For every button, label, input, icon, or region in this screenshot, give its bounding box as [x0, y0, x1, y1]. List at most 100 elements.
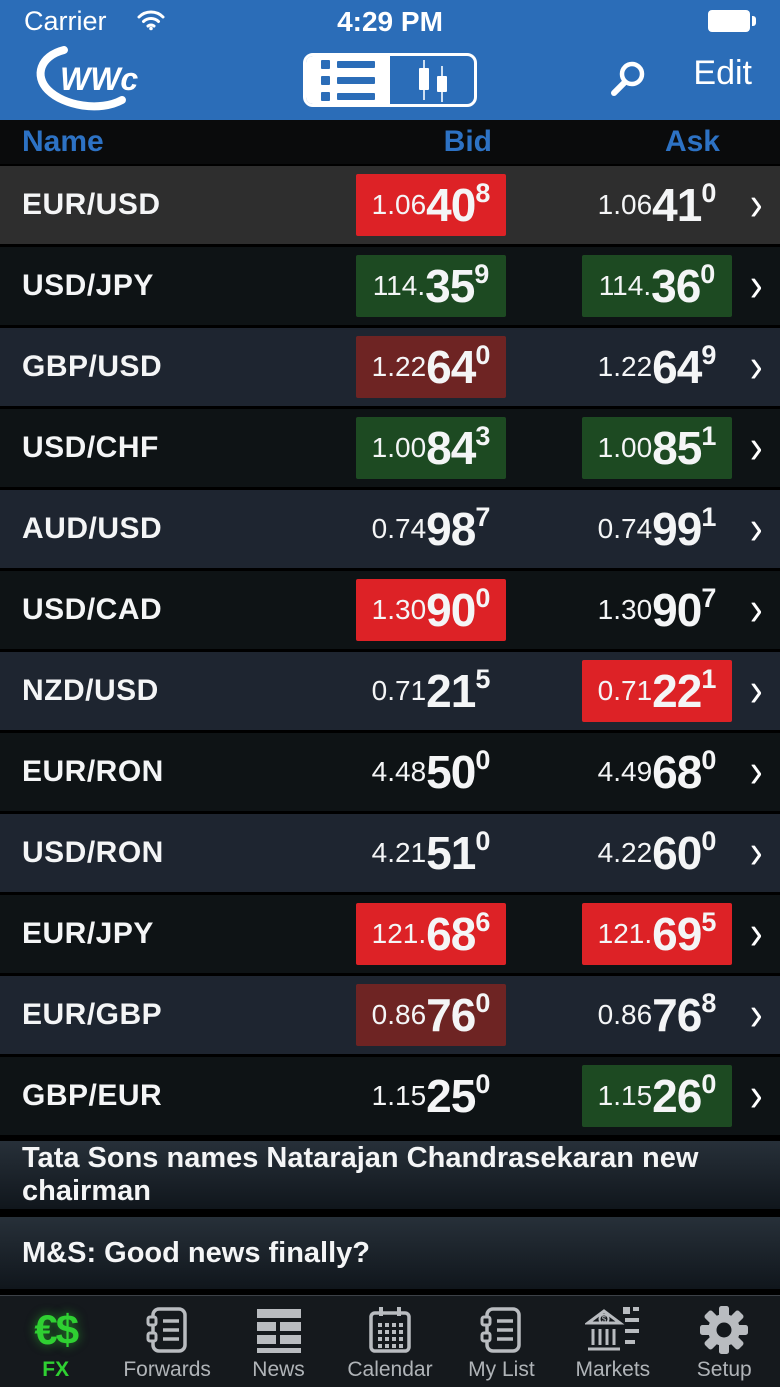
app-logo: WWc [26, 42, 152, 125]
ask-price[interactable]: 1.30 90 7 [597, 582, 717, 637]
pair-name: USD/RON [22, 836, 164, 869]
chevron-right-icon[interactable]: › [749, 583, 763, 636]
bid-price[interactable]: 121. 68 6 [356, 903, 506, 965]
ask-price[interactable]: 114. 36 0 [582, 255, 732, 317]
rate-row-aud-usd[interactable]: AUD/USD 0.74 98 7 0.74 99 1 › [0, 490, 780, 571]
bid-price[interactable]: 4.48 50 0 [371, 744, 491, 799]
chevron-right-icon[interactable]: › [749, 664, 763, 717]
ask-price[interactable]: 1.06 41 0 [597, 177, 717, 232]
rate-row-eur-jpy[interactable]: EUR/JPY 121. 68 6 121. 69 5 › [0, 895, 780, 976]
rate-row-nzd-usd[interactable]: NZD/USD 0.71 21 5 0.71 22 1 › [0, 652, 780, 733]
bid-price[interactable]: 1.00 84 3 [356, 417, 506, 479]
tab-label: Calendar [347, 1358, 433, 1381]
edit-button[interactable]: Edit [693, 54, 752, 92]
ask-price[interactable]: 1.00 85 1 [582, 417, 732, 479]
bid-price[interactable]: 0.74 98 7 [371, 501, 491, 556]
ask-price[interactable]: 4.22 60 0 [597, 825, 717, 880]
carrier-label: Carrier [24, 6, 107, 36]
tab-fx[interactable]: €$ FX [0, 1296, 111, 1387]
news-headline-row[interactable]: Tata Sons names Natarajan Chandrasekaran… [0, 1141, 780, 1209]
column-header-bid[interactable]: Bid [443, 125, 492, 158]
tab-label: My List [468, 1358, 535, 1381]
list-view-icon [321, 59, 375, 101]
news-headline: M&S: Good news finally? [22, 1236, 371, 1269]
view-toggle [303, 53, 477, 107]
rates-table-body: EUR/USD 1.06 40 8 1.06 41 0 › USD/JPY 114. 35 9 114.… [0, 166, 780, 1138]
chevron-right-icon[interactable]: › [749, 745, 763, 798]
svg-text:$: $ [602, 1315, 607, 1324]
column-header-ask[interactable]: Ask [664, 125, 720, 158]
rate-row-gbp-usd[interactable]: GBP/USD 1.22 64 0 1.22 64 9 › [0, 328, 780, 409]
search-button[interactable] [608, 60, 648, 105]
notebook-icon [477, 1304, 525, 1356]
tab-setup[interactable]: Setup [669, 1296, 780, 1387]
chevron-right-icon[interactable]: › [749, 826, 763, 879]
chevron-right-icon[interactable]: › [749, 988, 763, 1041]
svg-text:WWc: WWc [60, 61, 138, 97]
ask-price[interactable]: 0.74 99 1 [597, 501, 717, 556]
pair-name: USD/CHF [22, 431, 159, 464]
ask-price[interactable]: 1.22 64 9 [597, 339, 717, 394]
tab-calendar[interactable]: Calendar [334, 1296, 445, 1387]
bid-price[interactable]: 1.06 40 8 [356, 174, 506, 236]
tab-forwards[interactable]: Forwards [111, 1296, 222, 1387]
pair-name: USD/JPY [22, 269, 154, 302]
rate-row-gbp-eur[interactable]: GBP/EUR 1.15 25 0 1.15 26 0 › [0, 1057, 780, 1138]
bid-price[interactable]: 0.71 21 5 [371, 663, 491, 718]
ask-price[interactable]: 121. 69 5 [582, 903, 732, 965]
chevron-right-icon[interactable]: › [749, 178, 763, 231]
ask-price[interactable]: 0.86 76 8 [597, 987, 717, 1042]
chevron-right-icon[interactable]: › [749, 907, 763, 960]
chevron-right-icon[interactable]: › [749, 502, 763, 555]
status-bar: Carrier 4:29 PM [0, 0, 780, 42]
rate-row-usd-chf[interactable]: USD/CHF 1.00 84 3 1.00 85 1 › [0, 409, 780, 490]
table-header: Name Bid Ask [0, 120, 780, 166]
news-headline-row[interactable]: M&S: Good news finally? [0, 1217, 780, 1289]
tab-label: FX [42, 1358, 70, 1381]
tab-markets[interactable]: $ Markets [557, 1296, 668, 1387]
pair-name: USD/CAD [22, 593, 163, 626]
gear-icon [699, 1304, 749, 1356]
pair-name: EUR/USD [22, 188, 161, 221]
tab-label: Forwards [123, 1358, 211, 1381]
battery-icon [708, 10, 756, 32]
pair-name: EUR/GBP [22, 998, 163, 1031]
chevron-right-icon[interactable]: › [749, 421, 763, 474]
calendar-icon [366, 1304, 414, 1356]
tab-label: News [252, 1358, 305, 1381]
list-view-button[interactable] [306, 56, 390, 104]
rate-row-eur-ron[interactable]: EUR/RON 4.48 50 0 4.49 68 0 › [0, 733, 780, 814]
bid-price[interactable]: 4.21 51 0 [371, 825, 491, 880]
tab-label: Markets [575, 1358, 651, 1381]
ask-price[interactable]: 1.15 26 0 [582, 1065, 732, 1127]
newspaper-icon [254, 1304, 304, 1356]
bid-price[interactable]: 1.22 64 0 [356, 336, 506, 398]
tab-news[interactable]: News [223, 1296, 334, 1387]
pair-name: NZD/USD [22, 674, 159, 707]
rate-row-usd-ron[interactable]: USD/RON 4.21 51 0 4.22 60 0 › [0, 814, 780, 895]
bid-price[interactable]: 1.15 25 0 [371, 1068, 491, 1123]
nav-bar: WWc [0, 42, 780, 120]
pair-name: GBP/EUR [22, 1079, 163, 1112]
wifi-icon [136, 8, 166, 37]
rate-row-eur-gbp[interactable]: EUR/GBP 0.86 76 0 0.86 76 8 › [0, 976, 780, 1057]
rate-row-usd-cad[interactable]: USD/CAD 1.30 90 0 1.30 90 7 › [0, 571, 780, 652]
bid-price[interactable]: 0.86 76 0 [356, 984, 506, 1046]
bid-price[interactable]: 1.30 90 0 [356, 579, 506, 641]
bid-price[interactable]: 114. 35 9 [356, 255, 506, 317]
ask-price[interactable]: 4.49 68 0 [597, 744, 717, 799]
column-header-name[interactable]: Name [22, 125, 104, 158]
bank-icon: $ [584, 1304, 641, 1356]
rate-row-usd-jpy[interactable]: USD/JPY 114. 35 9 114. 36 0 › [0, 247, 780, 328]
tab-mylist[interactable]: My List [446, 1296, 557, 1387]
rate-row-eur-usd[interactable]: EUR/USD 1.06 40 8 1.06 41 0 › [0, 166, 780, 247]
news-headline: Tata Sons names Natarajan Chandrasekaran… [22, 1142, 699, 1207]
chart-view-button[interactable] [390, 56, 474, 104]
notebook-icon [143, 1304, 191, 1356]
chevron-right-icon[interactable]: › [749, 340, 763, 393]
ask-price[interactable]: 0.71 22 1 [582, 660, 732, 722]
chevron-right-icon[interactable]: › [749, 1069, 763, 1122]
pair-name: AUD/USD [22, 512, 163, 545]
chevron-right-icon[interactable]: › [749, 259, 763, 312]
